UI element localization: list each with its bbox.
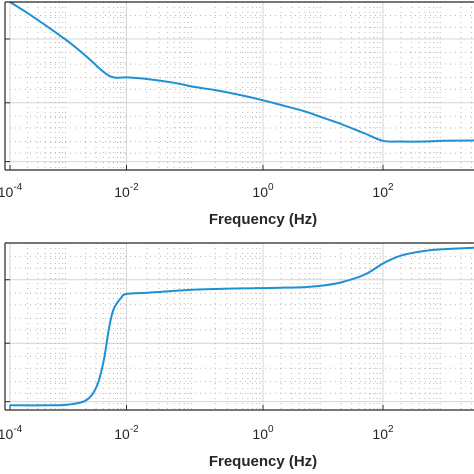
series-line-0 (9, 246, 474, 407)
x-tick-label: 102 (372, 424, 394, 442)
x-tick-label: 10-4 (0, 424, 23, 442)
x-tick-label: 10-2 (114, 424, 139, 442)
top-panel: 10-4 10-2 100 102 Frequency (Hz) (0, 1, 474, 228)
x-tick-label: 10-4 (0, 182, 23, 200)
x-axis-label: Frequency (Hz) (209, 211, 317, 228)
series-line-0 (9, 1, 474, 143)
plot-area (5, 243, 474, 410)
x-tick-label: 100 (252, 182, 274, 200)
x-tick-label: 102 (372, 182, 394, 200)
x-tick-label: 10-2 (114, 182, 139, 200)
x-tick-label: 100 (252, 424, 274, 442)
x-axis-label: Frequency (Hz) (209, 453, 317, 470)
bottom-panel: 10-4 10-2 100 102 Frequency (Hz) (0, 242, 474, 470)
